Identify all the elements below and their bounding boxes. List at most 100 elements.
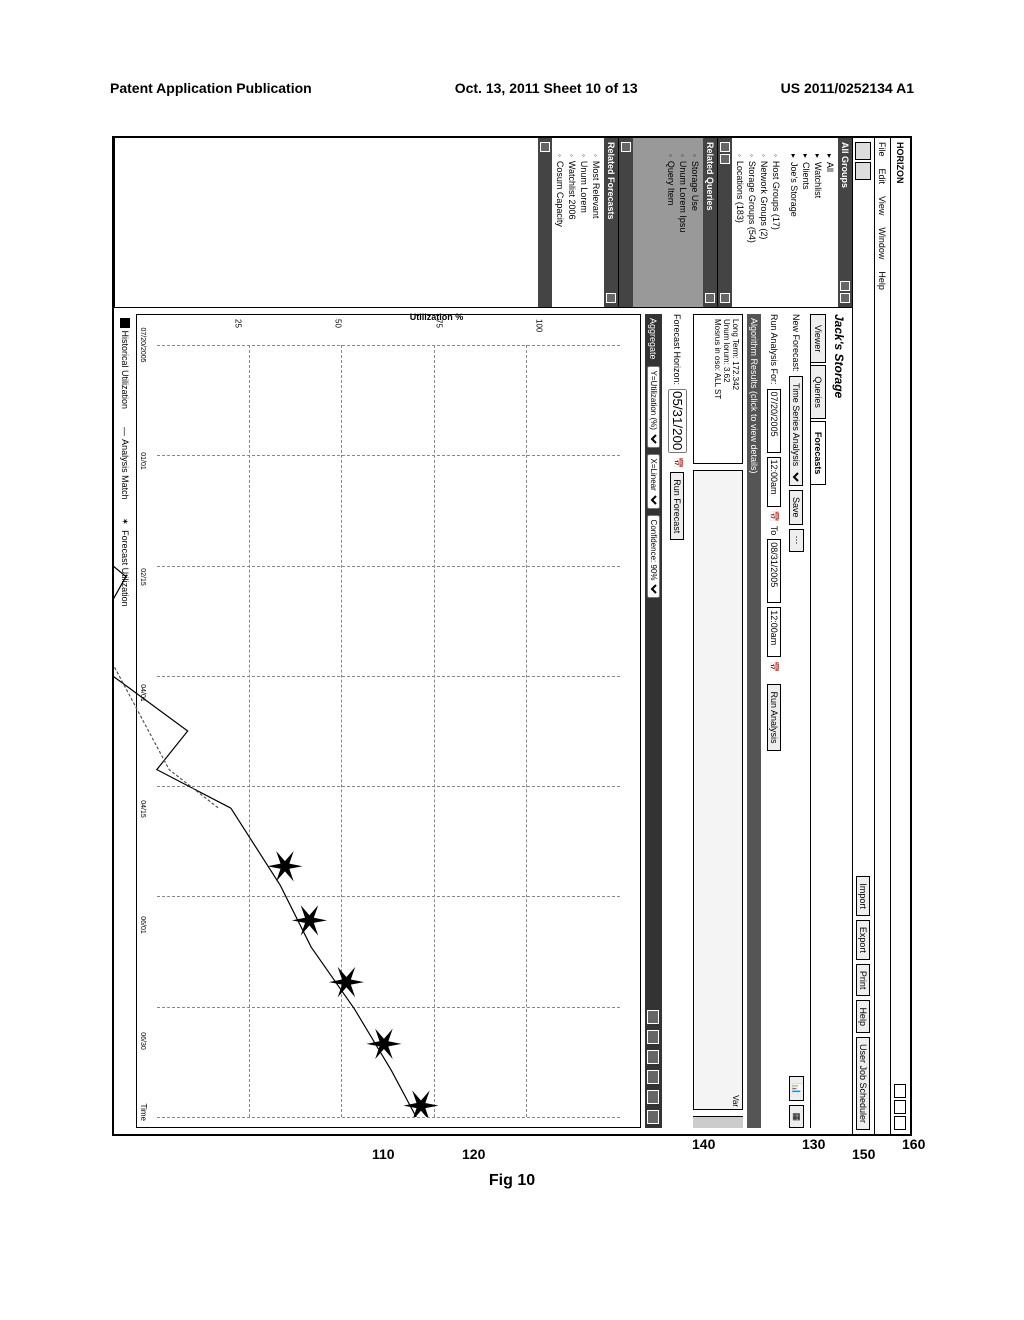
sidebar-item-locations[interactable]: Locations (183) — [734, 142, 746, 303]
toolbar: Import Export Print Help User Job Schedu… — [852, 138, 874, 1134]
callout-150: 150 — [852, 1146, 875, 1162]
app-title: HORIZON — [896, 142, 906, 184]
confidence-select[interactable]: Confidence: 90% — [647, 515, 660, 598]
svg-text:✶: ✶ — [357, 1024, 409, 1063]
callout-140: 140 — [692, 1136, 715, 1152]
panel-icon[interactable] — [720, 142, 730, 152]
export-button[interactable]: Export — [857, 920, 871, 960]
chart-tool-icon[interactable] — [648, 1030, 660, 1044]
sidebar: All Groups All Watchlist Clients Joe's S… — [114, 138, 852, 308]
menu-window[interactable]: Window — [878, 227, 888, 259]
title-bar: HORIZON — [890, 138, 910, 1134]
menu-edit[interactable]: Edit — [878, 169, 888, 185]
callout-120: 120 — [462, 1146, 485, 1162]
new-forecast-label: New Forecast: — [792, 314, 802, 372]
menu-bar: File Edit View Window Help — [874, 138, 890, 1134]
callout-110: 110 — [372, 1146, 395, 1162]
help-button[interactable]: Help — [857, 1000, 871, 1033]
calendar-icon[interactable]: 📅 — [769, 661, 780, 672]
tab-viewer[interactable]: Viewer — [811, 314, 826, 363]
from-time-input[interactable] — [767, 457, 781, 507]
window-controls — [895, 1084, 907, 1130]
grid-icon[interactable]: ▦ — [789, 1105, 804, 1128]
toolbar-icon-1[interactable] — [856, 142, 872, 160]
svg-text:✶: ✶ — [283, 901, 335, 940]
tab-queries[interactable]: Queries — [811, 365, 826, 419]
query-item[interactable]: Query Item — [665, 142, 677, 303]
calendar-icon[interactable]: 📅 — [769, 511, 780, 522]
forecast-date-input[interactable] — [668, 389, 687, 453]
main-panel: Jack's Storage Viewer Queries Forecasts … — [114, 308, 852, 1134]
related-forecasts-header[interactable]: Related Forecasts — [604, 138, 618, 307]
forecast-item[interactable]: Watchlist 2006 — [566, 142, 578, 303]
chart-tool-icon[interactable] — [648, 1110, 660, 1124]
menu-view[interactable]: View — [878, 196, 888, 215]
chart-tool-icon[interactable] — [648, 1010, 660, 1024]
var-label: Var — [731, 1095, 740, 1107]
chart-tool-icon[interactable] — [648, 1090, 660, 1104]
panel-icon[interactable] — [720, 154, 730, 164]
from-date-input[interactable] — [767, 389, 781, 453]
main-tabs: Viewer Queries Forecasts — [810, 314, 826, 1128]
figure-caption: Fig 10 — [489, 1172, 535, 1190]
to-date-input[interactable] — [767, 539, 781, 603]
panel-close-icon[interactable] — [720, 293, 730, 303]
callout-160: 160 — [902, 1136, 925, 1152]
save-button[interactable]: Save — [790, 490, 804, 525]
all-groups-header[interactable]: All Groups — [838, 138, 852, 307]
run-for-label: Run Analysis For: — [769, 314, 779, 385]
related-queries-header[interactable]: Related Queries — [703, 138, 717, 307]
chart-tool-icon[interactable] — [648, 1050, 660, 1064]
print-button[interactable]: Print — [857, 964, 871, 997]
scrollbar[interactable] — [693, 1116, 743, 1128]
svg-text:✶: ✶ — [394, 1086, 446, 1117]
minimize-icon[interactable] — [895, 1084, 907, 1098]
hdr-mid: Oct. 13, 2011 Sheet 10 of 13 — [455, 80, 638, 96]
chart-tool-icon[interactable] — [648, 1070, 660, 1084]
menu-help[interactable]: Help — [878, 271, 888, 290]
sidebar-item-clients[interactable]: Clients — [800, 142, 812, 303]
forecast-horizon-label: Forecast Horizon: — [673, 314, 683, 385]
forecast-chart: Utilization % ✶✶✶✶✶ Time 25507510007/20/… — [136, 314, 641, 1128]
y-axis-select[interactable]: Y=Utilization (%) — [647, 366, 660, 448]
results-header: Algorithm Results (click to view details… — [747, 314, 761, 1128]
close-icon[interactable] — [895, 1116, 907, 1130]
sidebar-item-storage-groups[interactable]: Storage Groups (54) — [746, 142, 758, 303]
aggregate-bar: Aggregate Y=Utilization (%) X=Linear Con… — [645, 314, 662, 1128]
run-forecast-button[interactable]: Run Forecast — [671, 472, 685, 540]
forecast-item[interactable]: Most Relevant — [590, 142, 602, 303]
sidebar-item-host-groups[interactable]: Host Groups (17) — [770, 142, 782, 303]
tab-forecasts[interactable]: Forecasts — [811, 421, 826, 486]
import-button[interactable]: Import — [857, 876, 871, 916]
to-time-input[interactable] — [767, 607, 781, 657]
app-window: HORIZON File Edit View Window Help — [112, 136, 912, 1136]
options-button[interactable]: ⋯ — [789, 529, 804, 552]
maximize-icon[interactable] — [895, 1100, 907, 1114]
analysis-type-select[interactable]: Time Series Analysis — [790, 376, 804, 486]
panel-toggle-icon[interactable] — [705, 293, 715, 303]
toolbar-icon-2[interactable] — [856, 162, 872, 180]
query-item[interactable]: Unum Lorem Ipsu — [677, 142, 689, 303]
sidebar-item-network-groups[interactable]: Network Groups (2) — [758, 142, 770, 303]
hdr-right: US 2011/0252134 A1 — [781, 80, 914, 96]
add-icon[interactable] — [840, 293, 850, 303]
query-item[interactable]: Storage Use — [689, 142, 701, 303]
x-axis-select[interactable]: X=Linear — [647, 454, 660, 509]
sidebar-item-joes-storage[interactable]: Joe's Storage — [788, 142, 800, 303]
calendar-icon[interactable]: 📅 — [672, 457, 683, 468]
sidebar-item-all[interactable]: All — [824, 142, 836, 303]
scheduler-button[interactable]: User Job Scheduler — [857, 1037, 871, 1130]
panel-close-icon[interactable] — [540, 142, 550, 152]
menu-file[interactable]: File — [878, 142, 888, 157]
dropdown-icon[interactable] — [840, 281, 850, 291]
callout-130: 130 — [802, 1136, 825, 1152]
page-title: Jack's Storage — [830, 314, 848, 1128]
panel-close-icon[interactable] — [621, 142, 631, 152]
panel-toggle-icon[interactable] — [606, 293, 616, 303]
chart-icon[interactable]: 📊 — [789, 1076, 804, 1101]
sidebar-item-watchlist[interactable]: Watchlist — [812, 142, 824, 303]
forecast-item[interactable]: Unum Lorem — [578, 142, 590, 303]
forecast-item[interactable]: Cosum Capacity — [554, 142, 566, 303]
stats-box: Long Term: 172.342 Unum lorum: 3.62 Mosr… — [693, 314, 743, 464]
run-analysis-button[interactable]: Run Analysis — [767, 684, 781, 750]
